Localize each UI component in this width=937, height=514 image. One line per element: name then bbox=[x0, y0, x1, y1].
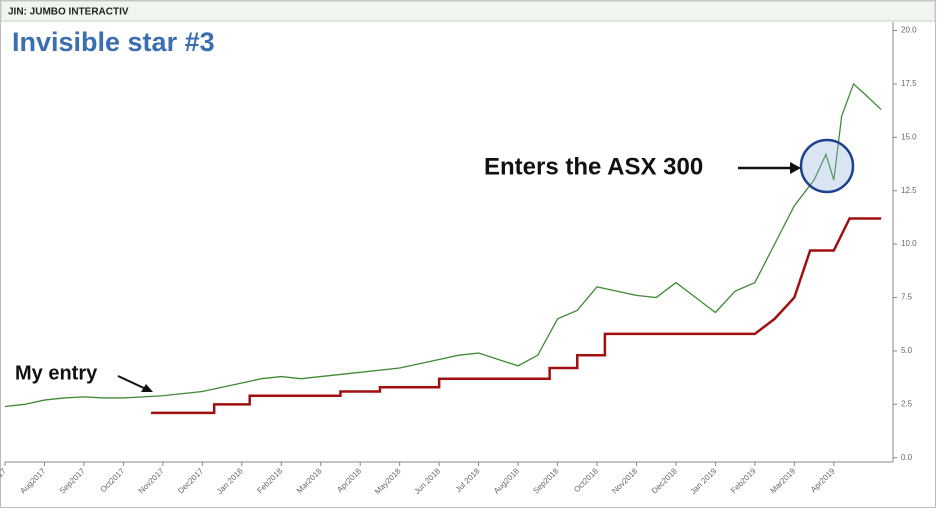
annotation: Enters the ASX 300 bbox=[484, 153, 703, 180]
arrow-head bbox=[141, 384, 153, 392]
y-tick-label: 17.5 bbox=[901, 79, 917, 88]
price-line bbox=[4, 82, 882, 408]
highlight-circle bbox=[799, 138, 855, 194]
y-tick-label: 20.0 bbox=[901, 26, 917, 35]
arrow bbox=[117, 375, 147, 390]
y-tick-label: 2.5 bbox=[901, 399, 913, 408]
annotation: My entry bbox=[15, 362, 98, 384]
header-bar bbox=[0, 0, 936, 22]
y-tick-label: 7.5 bbox=[901, 293, 913, 302]
y-tick-label: 5.0 bbox=[901, 346, 913, 355]
y-tick-label: 0.0 bbox=[901, 453, 913, 462]
y-tick-label: 15.0 bbox=[901, 132, 917, 141]
header: JIN: JUMBO INTERACTIV bbox=[8, 7, 129, 18]
chart-title: Invisible star #3 bbox=[12, 27, 215, 57]
y-tick-label: 10.0 bbox=[901, 239, 917, 248]
arrow-head bbox=[790, 162, 801, 174]
y-tick-label: 12.5 bbox=[901, 186, 917, 195]
stop-line bbox=[151, 217, 882, 415]
